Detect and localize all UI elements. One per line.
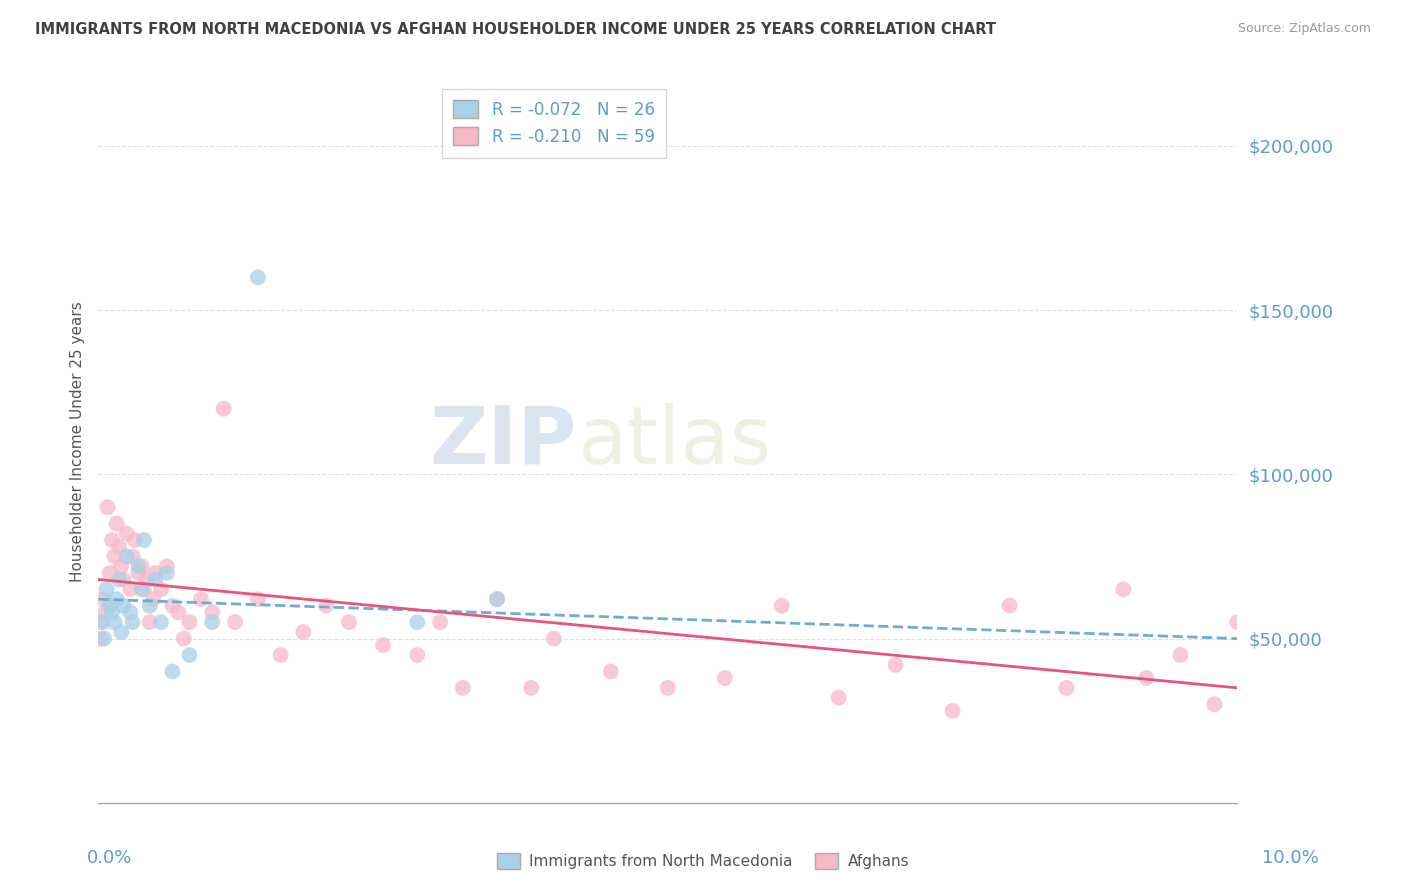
Point (110, 559, 132, 574)
Text: 0.0%: 0.0% (87, 849, 132, 867)
Point (162, 665, 184, 679)
Point (96, 500, 118, 515)
Point (103, 615, 125, 630)
Point (132, 533, 155, 547)
Point (127, 559, 149, 574)
Point (1135, 671, 1157, 685)
Point (115, 526, 138, 541)
Point (98, 599, 121, 613)
Point (156, 566, 179, 580)
Point (124, 533, 146, 547)
Point (337, 615, 360, 630)
Point (142, 592, 165, 607)
Point (138, 599, 160, 613)
Point (132, 582, 155, 597)
Point (167, 605, 190, 619)
Point (91, 615, 114, 630)
Point (406, 615, 429, 630)
Point (486, 592, 509, 607)
Point (600, 665, 623, 679)
Point (93, 632, 115, 646)
Point (135, 573, 157, 587)
Point (156, 559, 179, 574)
Point (131, 559, 153, 574)
Point (1204, 698, 1226, 712)
Point (179, 615, 201, 630)
Point (108, 540, 131, 554)
Point (486, 592, 509, 607)
Point (90, 615, 112, 630)
Point (103, 549, 125, 564)
Point (96, 582, 118, 597)
Point (112, 573, 135, 587)
Point (120, 605, 142, 619)
Point (112, 599, 135, 613)
Point (179, 648, 201, 662)
Point (162, 599, 184, 613)
Point (770, 599, 793, 613)
Text: ZIP: ZIP (429, 402, 576, 481)
Point (173, 632, 195, 646)
Point (246, 592, 269, 607)
Point (138, 615, 160, 630)
Point (429, 615, 451, 630)
Point (998, 599, 1021, 613)
Point (150, 582, 173, 597)
Text: atlas: atlas (576, 402, 770, 481)
Point (190, 592, 212, 607)
Point (90, 632, 112, 646)
Point (201, 605, 224, 619)
Point (828, 690, 851, 705)
Text: 10.0%: 10.0% (1263, 849, 1319, 867)
Text: IMMIGRANTS FROM NORTH MACEDONIA VS AFGHAN HOUSEHOLDER INCOME UNDER 25 YEARS CORR: IMMIGRANTS FROM NORTH MACEDONIA VS AFGHA… (35, 22, 995, 37)
Point (1170, 648, 1192, 662)
Point (224, 615, 246, 630)
Point (150, 615, 173, 630)
Point (105, 592, 128, 607)
Point (101, 605, 124, 619)
Point (212, 401, 235, 416)
Point (1226, 615, 1249, 630)
Point (520, 681, 543, 695)
Point (115, 549, 138, 564)
Point (942, 704, 965, 718)
Point (145, 573, 167, 587)
Point (145, 566, 167, 580)
Point (371, 638, 394, 652)
Point (270, 648, 292, 662)
Point (1056, 681, 1078, 695)
Point (543, 632, 565, 646)
Point (93, 592, 115, 607)
Y-axis label: Householder Income Under 25 years: Householder Income Under 25 years (69, 301, 84, 582)
Point (451, 681, 474, 695)
Point (120, 582, 142, 597)
Point (105, 516, 128, 531)
Point (292, 625, 315, 640)
Point (714, 671, 737, 685)
Legend: R = -0.072   N = 26, R = -0.210   N = 59: R = -0.072 N = 26, R = -0.210 N = 59 (441, 88, 666, 158)
Point (110, 625, 132, 640)
Point (657, 681, 679, 695)
Text: Source: ZipAtlas.com: Source: ZipAtlas.com (1237, 22, 1371, 36)
Point (315, 599, 337, 613)
Point (131, 582, 153, 597)
Point (121, 549, 143, 564)
Point (98, 566, 121, 580)
Point (1112, 582, 1135, 597)
Point (884, 657, 907, 672)
Point (246, 270, 269, 285)
Point (406, 648, 429, 662)
Point (127, 566, 149, 580)
Point (201, 615, 224, 630)
Point (94, 605, 117, 619)
Point (101, 533, 124, 547)
Point (121, 615, 143, 630)
Point (108, 573, 131, 587)
Legend: Immigrants from North Macedonia, Afghans: Immigrants from North Macedonia, Afghans (491, 847, 915, 875)
